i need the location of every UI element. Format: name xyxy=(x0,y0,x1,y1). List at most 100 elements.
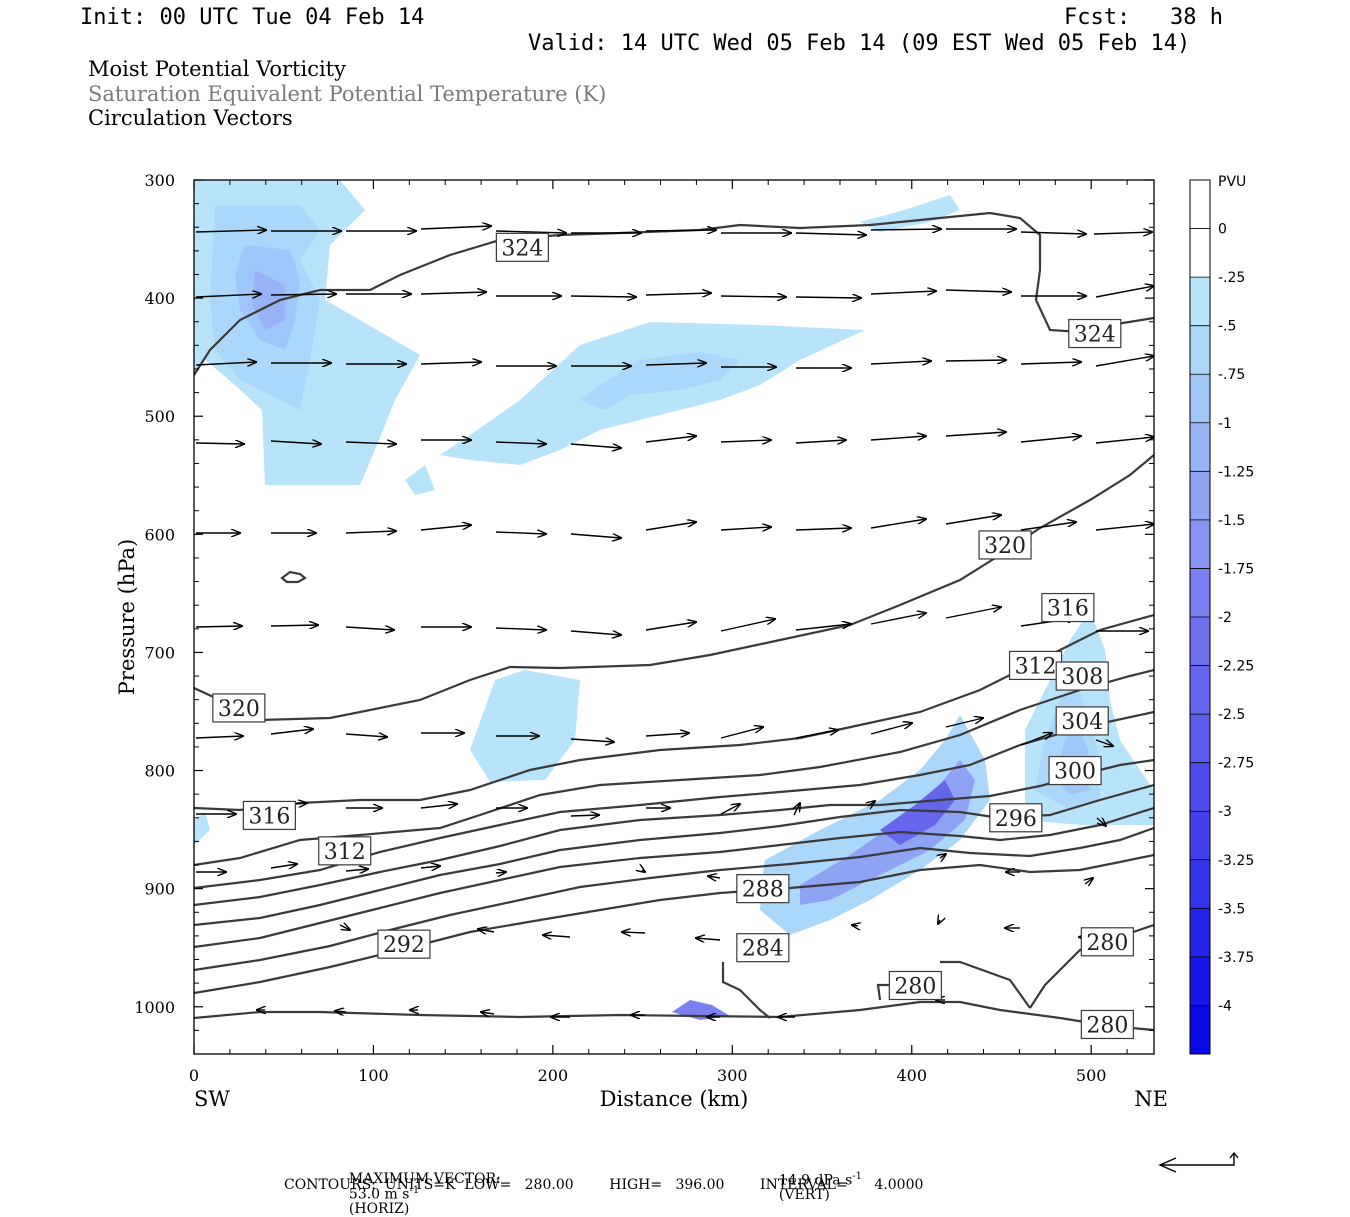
colorbar-swatch xyxy=(1190,859,1210,909)
contour-label-text: 288 xyxy=(742,878,784,903)
reference-vector xyxy=(1158,1151,1239,1173)
contour-label: 320 xyxy=(212,693,266,723)
colorbar-label: -1 xyxy=(1218,416,1232,432)
valid-time: Valid: 14 UTC Wed 05 Feb 14 (09 EST Wed … xyxy=(528,31,1191,56)
contour-292 xyxy=(194,826,1154,972)
contour-320 xyxy=(194,454,1154,722)
contour-label-text: 284 xyxy=(742,937,784,962)
max-horiz-unit: (HORIZ) xyxy=(348,1200,410,1217)
colorbar-unit: PVU xyxy=(1218,174,1246,190)
y-tick-label: 400 xyxy=(144,289,175,308)
pv-region-upper-left-max xyxy=(252,270,285,330)
contour-label-text: 296 xyxy=(995,807,1037,832)
contour-label-text: 316 xyxy=(1047,597,1089,622)
contour-label: 316 xyxy=(1041,592,1095,623)
contour-label-text: 312 xyxy=(1015,654,1057,679)
y-tick-label: 800 xyxy=(144,762,175,781)
colorbar-swatch xyxy=(1190,956,1210,1006)
pv-region-mid-tongue xyxy=(440,322,865,465)
contour-closed-small xyxy=(280,570,307,584)
colorbar-swatch xyxy=(1190,519,1210,569)
colorbar-label: -2.25 xyxy=(1218,659,1254,675)
colorbar-label: -3.5 xyxy=(1218,901,1245,917)
colorbar-swatch xyxy=(1190,180,1210,230)
plot-frame xyxy=(193,179,1155,1055)
colorbar-swatch xyxy=(1190,471,1210,521)
colorbar-label: -1.5 xyxy=(1218,513,1245,529)
contour-label: 292 xyxy=(377,929,431,959)
contour-label: 288 xyxy=(736,874,790,904)
colorbar-label: 0 xyxy=(1218,222,1227,238)
axes: 0 100 200 300 400 500 300 400 500 600 700 800 900 100… xyxy=(134,171,1154,1085)
contour-label: 324 xyxy=(1068,318,1122,349)
contour-304 xyxy=(194,758,1154,907)
horiz-exponent: -1 xyxy=(409,1185,420,1196)
init-time: Init: 00 UTC Tue 04 Feb 14 xyxy=(80,5,425,30)
max-vector-label: MAXIMUM VECTOR: xyxy=(348,1171,501,1187)
contour-label: 280 xyxy=(1080,927,1134,957)
contour-316 xyxy=(194,613,1154,812)
y-tick-label: 1000 xyxy=(134,998,175,1017)
colorbar-label: -3.75 xyxy=(1218,950,1254,966)
pv-shading xyxy=(194,180,1154,1020)
axis-titles: Distance (km) Pressure (hPa) SW NE xyxy=(115,539,1168,1111)
y-tick-label: 500 xyxy=(144,407,175,426)
x-end-label-right: NE xyxy=(1134,1087,1168,1111)
contour-label: 304 xyxy=(1055,706,1109,736)
colorbar-label: -1.25 xyxy=(1218,464,1254,480)
y-tick-label: 700 xyxy=(144,643,175,662)
max-vert-unit: (VERT) xyxy=(778,1186,830,1203)
colorbar-label: -3 xyxy=(1218,804,1232,820)
contour-label: 300 xyxy=(1048,755,1102,786)
colorbar-swatch xyxy=(1190,422,1210,472)
contour-label-text: 316 xyxy=(248,804,290,829)
max-vert-value: 14.9 dPa s xyxy=(778,1172,853,1189)
y-tick-label: 300 xyxy=(144,171,175,190)
contour-label-text: 304 xyxy=(1061,710,1103,735)
contour-label: 296 xyxy=(989,803,1043,833)
y-axis-title: Pressure (hPa) xyxy=(115,539,139,695)
contour-label: 280 xyxy=(888,970,942,1001)
colorbar-swatch xyxy=(1190,228,1210,278)
y-tick-label: 600 xyxy=(144,525,175,544)
pv-region-lower-band-max xyxy=(880,780,955,845)
contour-label-text: 280 xyxy=(1086,1013,1128,1038)
contour-label-text: 312 xyxy=(324,840,366,865)
contour-312 xyxy=(194,668,1154,867)
contour-label: 324 xyxy=(495,232,549,262)
colorbar-swatch xyxy=(1190,325,1210,375)
contour-labels: 3243243203203163163123123083043002962922… xyxy=(212,232,1134,1040)
contour-324-upper xyxy=(194,211,1154,376)
colorbar-label: -2 xyxy=(1218,610,1232,626)
colorbar-label: -1.75 xyxy=(1218,561,1254,577)
pv-region-left-edge xyxy=(194,812,210,845)
contour-label-text: 300 xyxy=(1054,760,1096,785)
legend-theta-es: Saturation Equivalent Potential Temperat… xyxy=(88,82,607,106)
pv-region-small-patch xyxy=(405,465,435,495)
forecast-hour: Fcst: 38 h xyxy=(1064,5,1223,30)
colorbar-swatch xyxy=(1190,665,1210,715)
colorbar-swatch xyxy=(1190,617,1210,667)
contour-label: 284 xyxy=(736,933,790,963)
footer-max-vert: 14.9 dPa s-1 (VERT) xyxy=(770,1158,862,1202)
contour-label-text: 280 xyxy=(894,974,936,999)
contour-label: 312 xyxy=(318,836,372,866)
colorbar-swatch xyxy=(1190,714,1210,764)
x-tick-label: 200 xyxy=(538,1066,569,1085)
contour-label-text: 320 xyxy=(218,697,260,722)
colorbar-swatch xyxy=(1190,568,1210,618)
contour-label-text: 324 xyxy=(1074,323,1116,348)
colorbar-swatch xyxy=(1190,908,1210,958)
colorbar-label: -.5 xyxy=(1218,319,1236,335)
colorbar-label: -2.75 xyxy=(1218,756,1254,772)
x-tick-label: 400 xyxy=(896,1066,927,1085)
x-tick-label: 300 xyxy=(717,1066,748,1085)
x-tick-label: 100 xyxy=(358,1066,389,1085)
pv-colorbar: PVU 0 -.25 -.5 -.75 -1 -1.25 -1.5 -1.75 -2 -2.25 -2… xyxy=(1189,174,1254,1055)
contour-label-text: 320 xyxy=(984,534,1026,559)
x-tick-label: 0 xyxy=(189,1066,199,1085)
circulation-vectors xyxy=(195,226,1154,1017)
pv-region-mid-lower xyxy=(470,670,580,782)
contour-label-text: 308 xyxy=(1061,665,1103,690)
